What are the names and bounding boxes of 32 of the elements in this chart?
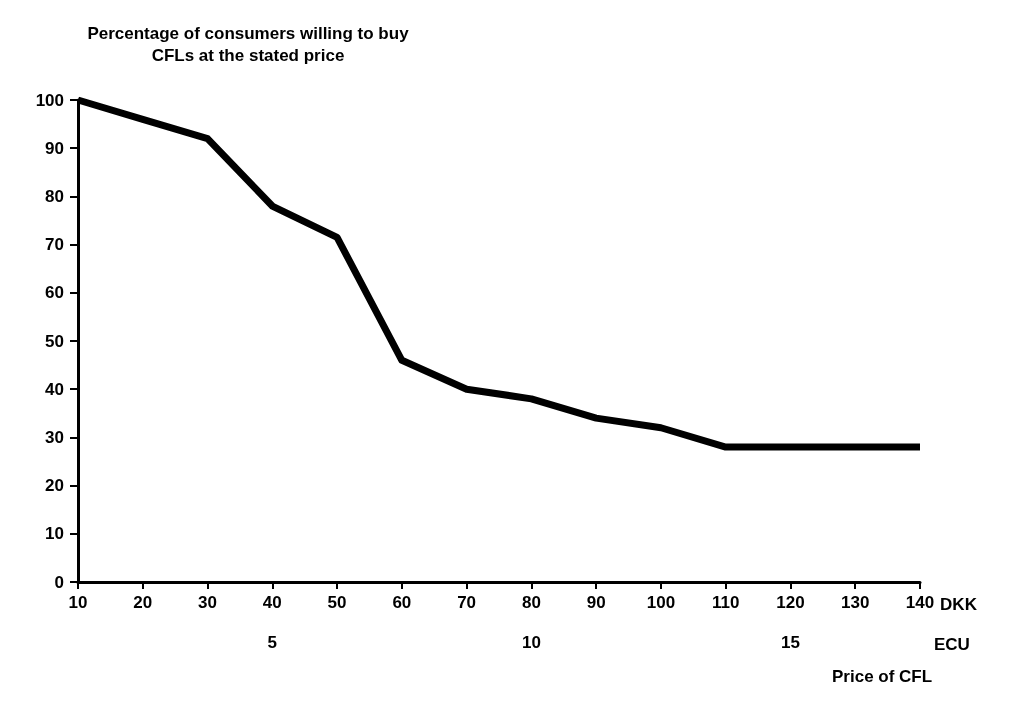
y-tick-label: 80 [45, 186, 64, 206]
x-tick-label: 130 [841, 593, 870, 612]
x2-tick-label: 10 [521, 633, 541, 652]
x-tick-label: 10 [68, 593, 88, 612]
y-tick-label: 100 [35, 90, 64, 110]
x-tick-label: 40 [262, 593, 282, 612]
y-tick-label: 70 [45, 235, 64, 255]
x-tick-label: 90 [586, 593, 606, 612]
y-tick-label: 50 [45, 331, 64, 351]
x-tick-label: 20 [133, 593, 153, 612]
x2-tick-label: 5 [267, 633, 278, 652]
x-tick-label: 110 [711, 593, 740, 612]
y-tick-label: 60 [45, 283, 64, 303]
y-tick-label: 20 [45, 476, 64, 496]
y-axis-title: Percentage of consumers willing to buy CFLs at the stated price [87, 23, 410, 65]
y-tick-label: 40 [45, 379, 64, 399]
x-axis-title: Price of CFL [832, 667, 933, 686]
y-tick-label: 0 [54, 572, 64, 592]
x-tick-label: 30 [198, 593, 217, 612]
x-tick-label: 140 [905, 593, 935, 612]
x-tick-label: 70 [457, 593, 477, 612]
text: DKK [940, 595, 978, 614]
x-tick-label: 100 [646, 593, 676, 612]
x-tick-label: 80 [521, 593, 541, 612]
y-tick-label: 10 [45, 524, 64, 544]
x-tick-label: 60 [392, 593, 412, 612]
x-tick-label: 50 [327, 593, 347, 612]
x2-axis-title: ECU [934, 635, 970, 654]
y-tick-label: 90 [45, 138, 64, 158]
y-tick-label: 30 [45, 427, 64, 447]
x-tick-label: 120 [776, 593, 805, 612]
x2-tick-label: 15 [781, 633, 800, 652]
